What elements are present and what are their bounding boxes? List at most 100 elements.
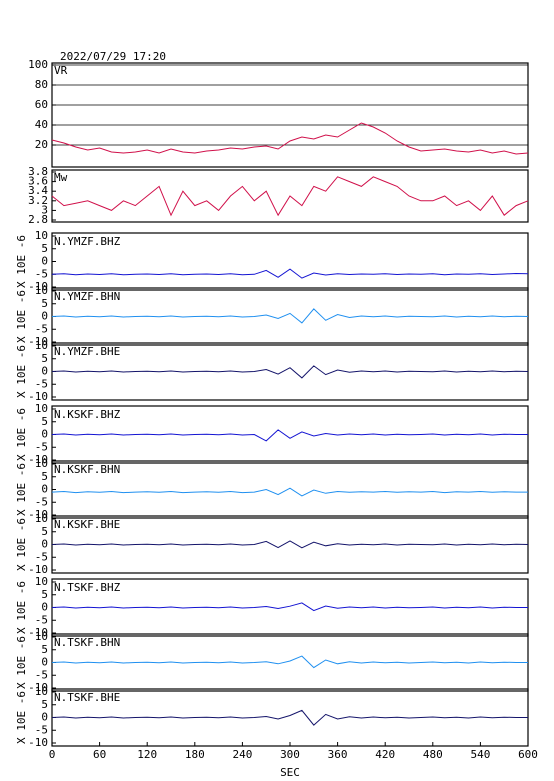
x-tick-label: 120 <box>137 748 157 761</box>
y-axis-label: X 10E -6 <box>15 235 28 288</box>
y-tick-label: -5 <box>35 377 48 390</box>
legend-label: N.KSKF.BHN <box>54 463 120 476</box>
y-tick-label: 10 <box>35 284 48 297</box>
y-tick-label: -10 <box>28 453 48 466</box>
y-tick-label: -5 <box>35 723 48 736</box>
x-tick-label: 600 <box>518 748 538 761</box>
y-tick-label: 0 <box>41 483 48 496</box>
y-tick-label: -10 <box>28 563 48 576</box>
y-axis-label: X 10E -6 <box>15 518 28 571</box>
y-tick-label: 0 <box>41 255 48 268</box>
x-tick-label: 240 <box>232 748 252 761</box>
y-axis-label: X 10E -6 <box>15 345 28 398</box>
y-tick-label: -10 <box>28 736 48 749</box>
y-tick-label: -10 <box>28 681 48 694</box>
x-tick-label: 180 <box>185 748 205 761</box>
x-axis-label: SEC <box>280 766 300 779</box>
y-tick-label: -5 <box>35 495 48 508</box>
y-tick-label: -10 <box>28 335 48 348</box>
y-tick-label: 3.4 <box>28 184 48 197</box>
y-tick-label: 0 <box>41 538 48 551</box>
y-tick-label: 5 <box>41 588 48 601</box>
x-tick-label: 300 <box>280 748 300 761</box>
y-tick-label: 10 <box>35 630 48 643</box>
legend-label: N.YMZF.BHE <box>54 345 120 358</box>
trace-line <box>51 540 529 549</box>
y-tick-label: 10 <box>35 339 48 352</box>
y-tick-label: 0 <box>41 428 48 441</box>
x-tick-label: 540 <box>470 748 490 761</box>
y-axis-label: X 10E -6 <box>15 636 28 689</box>
y-tick-label: 5 <box>41 643 48 656</box>
legend-label: N.YMZF.BHN <box>54 290 120 303</box>
y-tick-label: -10 <box>28 390 48 403</box>
y-tick-label: 10 <box>35 229 48 242</box>
x-tick-label: 480 <box>423 748 443 761</box>
legend-label: N.TSKF.BHZ <box>54 581 121 594</box>
y-tick-label: 5 <box>41 698 48 711</box>
legend-label: VR <box>54 64 68 77</box>
y-tick-label: -10 <box>28 508 48 521</box>
y-tick-label: 10 <box>35 575 48 588</box>
trace-line <box>51 602 528 612</box>
trace-line <box>51 268 529 279</box>
y-tick-label: -5 <box>35 267 48 280</box>
y-tick-label: -10 <box>28 280 48 293</box>
y-tick-label: 0 <box>41 711 48 724</box>
panel-frame <box>51 232 529 291</box>
y-tick-label: 60 <box>35 98 48 111</box>
panel-frame <box>51 460 529 519</box>
y-tick-label: 100 <box>28 58 48 71</box>
trace-line <box>51 709 528 726</box>
y-tick-label: 3.2 <box>28 194 48 207</box>
trace-line <box>51 655 528 669</box>
y-tick-label: 5 <box>41 470 48 483</box>
trace-line <box>51 365 529 379</box>
y-tick-label: 5 <box>41 415 48 428</box>
x-tick-label: 60 <box>93 748 106 761</box>
y-tick-label: 2.8 <box>28 213 48 226</box>
y-tick-label: -5 <box>35 668 48 681</box>
y-axis-label: X 10E -6 <box>15 290 28 343</box>
y-tick-label: 3.8 <box>28 165 48 178</box>
trace-line <box>51 176 529 217</box>
y-tick-label: 0 <box>41 310 48 323</box>
x-tick-label: 360 <box>328 748 348 761</box>
y-tick-label: -5 <box>35 440 48 453</box>
y-tick-label: 5 <box>41 297 48 310</box>
legend-label: N.KSKF.BHE <box>54 518 120 531</box>
panel-frame <box>51 62 529 168</box>
y-tick-label: 10 <box>35 457 48 470</box>
y-tick-label: 10 <box>35 685 48 698</box>
y-tick-label: 0 <box>41 656 48 669</box>
y-axis-label: X 10E -6 <box>15 463 28 516</box>
y-tick-label: -5 <box>35 613 48 626</box>
y-axis-label: X 10E -6 <box>15 691 28 744</box>
y-tick-label: 3.6 <box>28 175 48 188</box>
legend-label: Mw <box>54 171 68 184</box>
y-tick-label: -10 <box>28 626 48 639</box>
trace-line <box>51 487 528 497</box>
y-tick-label: 0 <box>41 365 48 378</box>
y-tick-label: 40 <box>35 118 48 131</box>
trace-line <box>51 429 528 442</box>
x-tick-label: 420 <box>375 748 395 761</box>
y-axis-label: X 10E -6 <box>15 581 28 634</box>
y-tick-label: 10 <box>35 402 48 415</box>
y-tick-label: 20 <box>35 138 48 151</box>
y-tick-label: 10 <box>35 512 48 525</box>
legend-label: N.TSKF.BHN <box>54 636 120 649</box>
trace-line <box>51 308 529 324</box>
chart-title: 2022/07/29 17:20 <box>60 50 166 63</box>
y-tick-label: 5 <box>41 525 48 538</box>
y-tick-label: -5 <box>35 322 48 335</box>
legend-label: N.YMZF.BHZ <box>54 235 121 248</box>
trace-line <box>51 122 529 155</box>
y-tick-label: 0 <box>41 601 48 614</box>
x-tick-label: 0 <box>49 748 56 761</box>
y-tick-label: 5 <box>41 242 48 255</box>
legend-label: N.KSKF.BHZ <box>54 408 121 421</box>
y-tick-label: 3 <box>41 203 48 216</box>
y-tick-label: 80 <box>35 78 48 91</box>
